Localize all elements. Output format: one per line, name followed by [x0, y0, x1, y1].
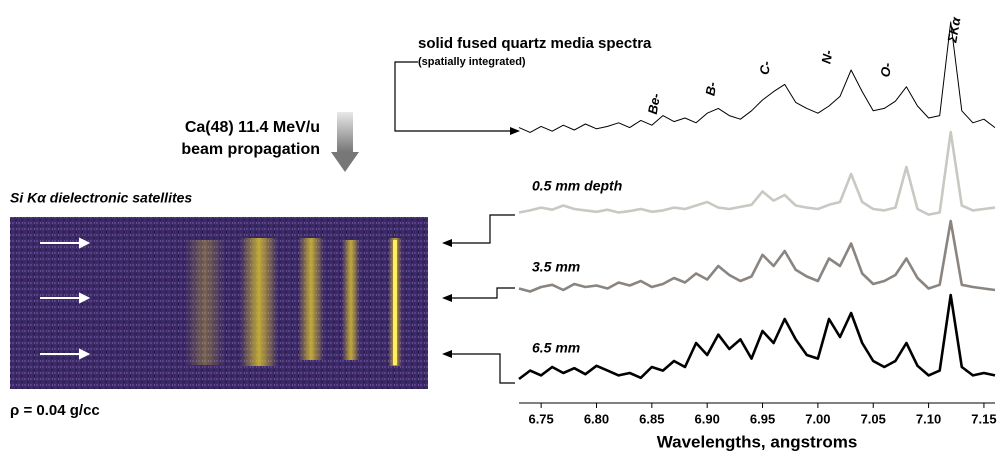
beam-arrow [331, 112, 359, 172]
annotation: beam propagation [181, 141, 320, 158]
series-label: 3.5 mm [532, 259, 580, 275]
annotation: Si Kα dielectronic satellites [10, 190, 192, 206]
detector-image [10, 217, 428, 389]
x-tick-label: 7.15 [971, 411, 996, 426]
spectrum-line [518, 130, 996, 216]
series-label: solid fused quartz media spectra [418, 35, 652, 52]
connectors [394, 61, 515, 384]
annotation: Ca(48) 11.4 MeV/u [185, 119, 320, 136]
spectrum-line [518, 293, 996, 381]
annotation: ρ = 0.04 g/cc [10, 402, 100, 419]
x-tick-label: 7.00 [805, 411, 830, 426]
peak-label: N- [818, 49, 835, 65]
peak-label: ΣKα [944, 15, 963, 44]
x-tick-label: 7.10 [916, 411, 941, 426]
annotation: (spatially integrated) [418, 56, 526, 68]
x-tick-label: 7.05 [861, 411, 886, 426]
peak-label: O- [877, 61, 894, 78]
series-label: 0.5 mm depth [532, 178, 622, 194]
x-tick-label: 6.85 [639, 411, 664, 426]
x-tick-label: 6.95 [750, 411, 775, 426]
peak-label: B- [702, 81, 719, 97]
spectrum-line [518, 21, 996, 133]
series-label: 6.5 mm [532, 340, 580, 356]
arrowheads [442, 127, 520, 358]
x-tick-label: 6.90 [695, 411, 720, 426]
x-tick-label: 6.75 [528, 411, 553, 426]
x-axis-label: Wavelengths, angstroms [657, 432, 858, 451]
peak-label: Be- [645, 92, 663, 115]
spectrum-line [518, 219, 996, 293]
peak-label: C- [756, 60, 773, 76]
x-tick-label: 6.80 [584, 411, 609, 426]
